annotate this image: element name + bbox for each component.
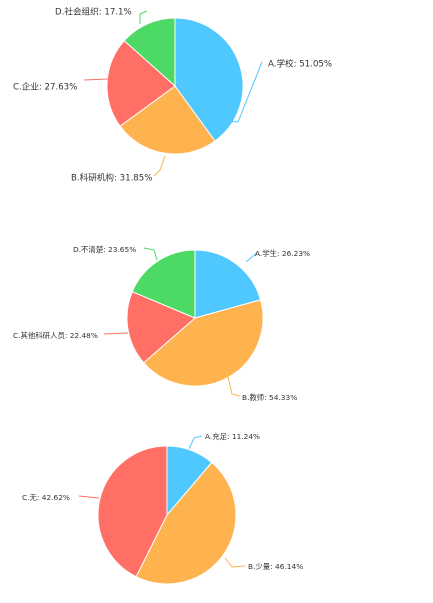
leader-line-2-4	[143, 247, 158, 261]
pie-slice-1-2	[119, 85, 216, 155]
pie-slice-3-3	[97, 445, 168, 578]
pie-slice-2-4	[131, 249, 196, 319]
slice-label-2-2: B.教师: 54.33%	[242, 393, 297, 402]
pie-chart-2: A.学生: 26.23% B.教师: 54.33% C.其他科研人员: 22.48%…	[13, 245, 310, 402]
pie-slice-1-3	[106, 40, 176, 127]
slice-label-3-3: C.无: 42.62%	[22, 493, 70, 502]
pie-slice-2-1	[194, 249, 262, 319]
pie-slice-3-2	[135, 461, 237, 585]
slice-label-3-1: A.充足: 11.24%	[205, 432, 260, 441]
slice-label-1-3: C.企业: 27.63%	[13, 81, 77, 93]
slice-label-2-3: C.其他科研人员: 22.48%	[13, 331, 98, 340]
pie-slice-2-3	[126, 290, 196, 364]
leader-line-1-4	[139, 10, 148, 24]
leader-line-3-3	[78, 495, 100, 499]
leader-line-2-3	[103, 332, 129, 335]
pie-chart-1: A.学校: 51.05% B.科研机构: 31.85% C.企业: 27.63% D.…	[13, 6, 332, 184]
slice-label-2-4: D.不清楚: 23.65%	[73, 245, 136, 254]
pie-slice-1-1	[174, 17, 244, 142]
slice-label-1-1: A.学校: 51.05%	[268, 58, 332, 70]
leader-line-3-1	[188, 435, 203, 450]
leader-line-1-1	[211, 61, 263, 123]
leader-line-2-1	[245, 251, 259, 263]
leader-line-2-2	[227, 376, 241, 397]
leader-line-3-2	[224, 557, 246, 568]
slice-label-1-4: D.社会组织: 17.1%	[55, 6, 132, 18]
pie-slice-1-4	[123, 17, 176, 88]
slice-label-3-2: B.少量: 46.14%	[248, 562, 303, 571]
slice-label-1-2: B.科研机构: 31.85%	[71, 172, 152, 184]
pie-chart-3: A.充足: 11.24% B.少量: 46.14% C.无: 42.62%	[22, 432, 303, 585]
leader-line-1-3	[83, 78, 109, 81]
slice-label-2-1: A.学生: 26.23%	[255, 249, 310, 258]
leader-line-1-2	[153, 155, 166, 177]
pie-slice-2-2	[143, 299, 264, 387]
